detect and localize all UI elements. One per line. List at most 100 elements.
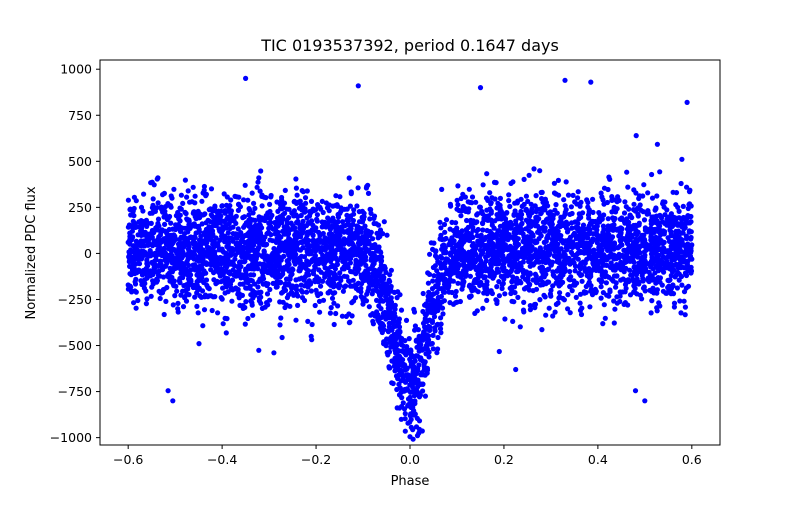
data-point <box>527 303 533 309</box>
data-point <box>363 262 369 268</box>
data-point <box>578 199 584 205</box>
data-point <box>291 249 297 255</box>
data-point <box>197 256 203 262</box>
data-point <box>633 253 639 259</box>
data-point <box>206 293 212 299</box>
data-point <box>353 271 359 277</box>
data-point <box>412 323 418 329</box>
data-point <box>685 244 691 250</box>
data-point <box>447 300 453 306</box>
data-point <box>339 313 345 319</box>
data-point <box>192 193 198 199</box>
data-point <box>308 198 315 204</box>
data-point <box>430 278 436 284</box>
data-point <box>224 280 230 286</box>
data-point <box>413 391 419 397</box>
data-point <box>588 269 594 275</box>
data-point <box>279 199 285 205</box>
data-point <box>422 302 428 308</box>
data-point <box>484 279 490 285</box>
data-point <box>268 194 274 200</box>
data-point <box>432 325 438 331</box>
data-point <box>549 241 555 247</box>
data-point <box>196 264 202 270</box>
data-point <box>403 317 410 323</box>
data-point <box>631 289 637 295</box>
data-point <box>688 236 694 242</box>
data-point <box>387 339 394 345</box>
data-point <box>525 198 531 204</box>
data-point <box>449 240 455 246</box>
data-point <box>420 358 426 364</box>
data-point <box>195 278 201 284</box>
data-point <box>474 228 480 234</box>
data-point <box>680 230 686 236</box>
outlier-point <box>513 366 519 373</box>
data-point <box>586 242 592 248</box>
data-point <box>237 259 243 265</box>
data-point <box>654 193 660 199</box>
data-point <box>605 231 611 237</box>
data-point <box>528 230 535 236</box>
data-point <box>477 282 483 288</box>
data-point <box>601 185 608 191</box>
data-point <box>595 253 602 259</box>
data-point <box>661 245 667 251</box>
data-point <box>388 295 394 301</box>
data-point <box>210 294 216 300</box>
data-point <box>679 237 685 243</box>
data-point <box>600 321 606 327</box>
data-point <box>452 227 458 233</box>
data-point <box>601 237 607 243</box>
data-point <box>196 229 202 235</box>
data-point <box>508 225 514 231</box>
data-point <box>202 251 208 257</box>
data-point <box>301 297 308 304</box>
data-point <box>556 256 562 262</box>
data-point <box>561 197 567 203</box>
data-point <box>125 197 131 203</box>
data-point <box>506 198 512 204</box>
data-point <box>267 269 273 275</box>
data-point <box>277 322 283 328</box>
data-point <box>156 268 162 274</box>
data-point <box>405 420 411 426</box>
data-point <box>378 250 384 256</box>
data-point <box>499 244 505 250</box>
data-point <box>125 239 131 245</box>
data-point <box>350 252 356 258</box>
data-point <box>191 256 197 262</box>
data-point <box>200 238 206 244</box>
data-point <box>224 194 230 200</box>
data-point <box>573 242 580 248</box>
data-point <box>396 329 402 335</box>
data-point <box>649 257 655 263</box>
data-point <box>533 277 539 284</box>
data-point <box>375 235 381 241</box>
data-point <box>335 211 341 217</box>
data-point <box>487 237 493 243</box>
data-point <box>557 279 563 285</box>
data-point <box>496 293 502 299</box>
data-point <box>641 259 647 265</box>
data-point <box>207 250 213 257</box>
data-point <box>241 273 247 279</box>
data-point <box>676 215 682 221</box>
data-point <box>365 266 371 273</box>
data-point <box>243 285 249 291</box>
data-point <box>234 235 240 241</box>
data-point <box>185 246 191 252</box>
data-point <box>594 240 601 246</box>
data-point <box>404 344 410 350</box>
data-point <box>416 333 422 339</box>
data-point <box>515 294 521 300</box>
data-point <box>203 261 210 267</box>
data-point <box>422 324 428 330</box>
data-point <box>284 258 290 264</box>
data-point <box>644 247 650 253</box>
data-point <box>317 309 323 315</box>
data-point <box>155 272 162 278</box>
data-point <box>628 272 634 278</box>
data-point <box>327 231 333 237</box>
data-point <box>509 245 515 251</box>
